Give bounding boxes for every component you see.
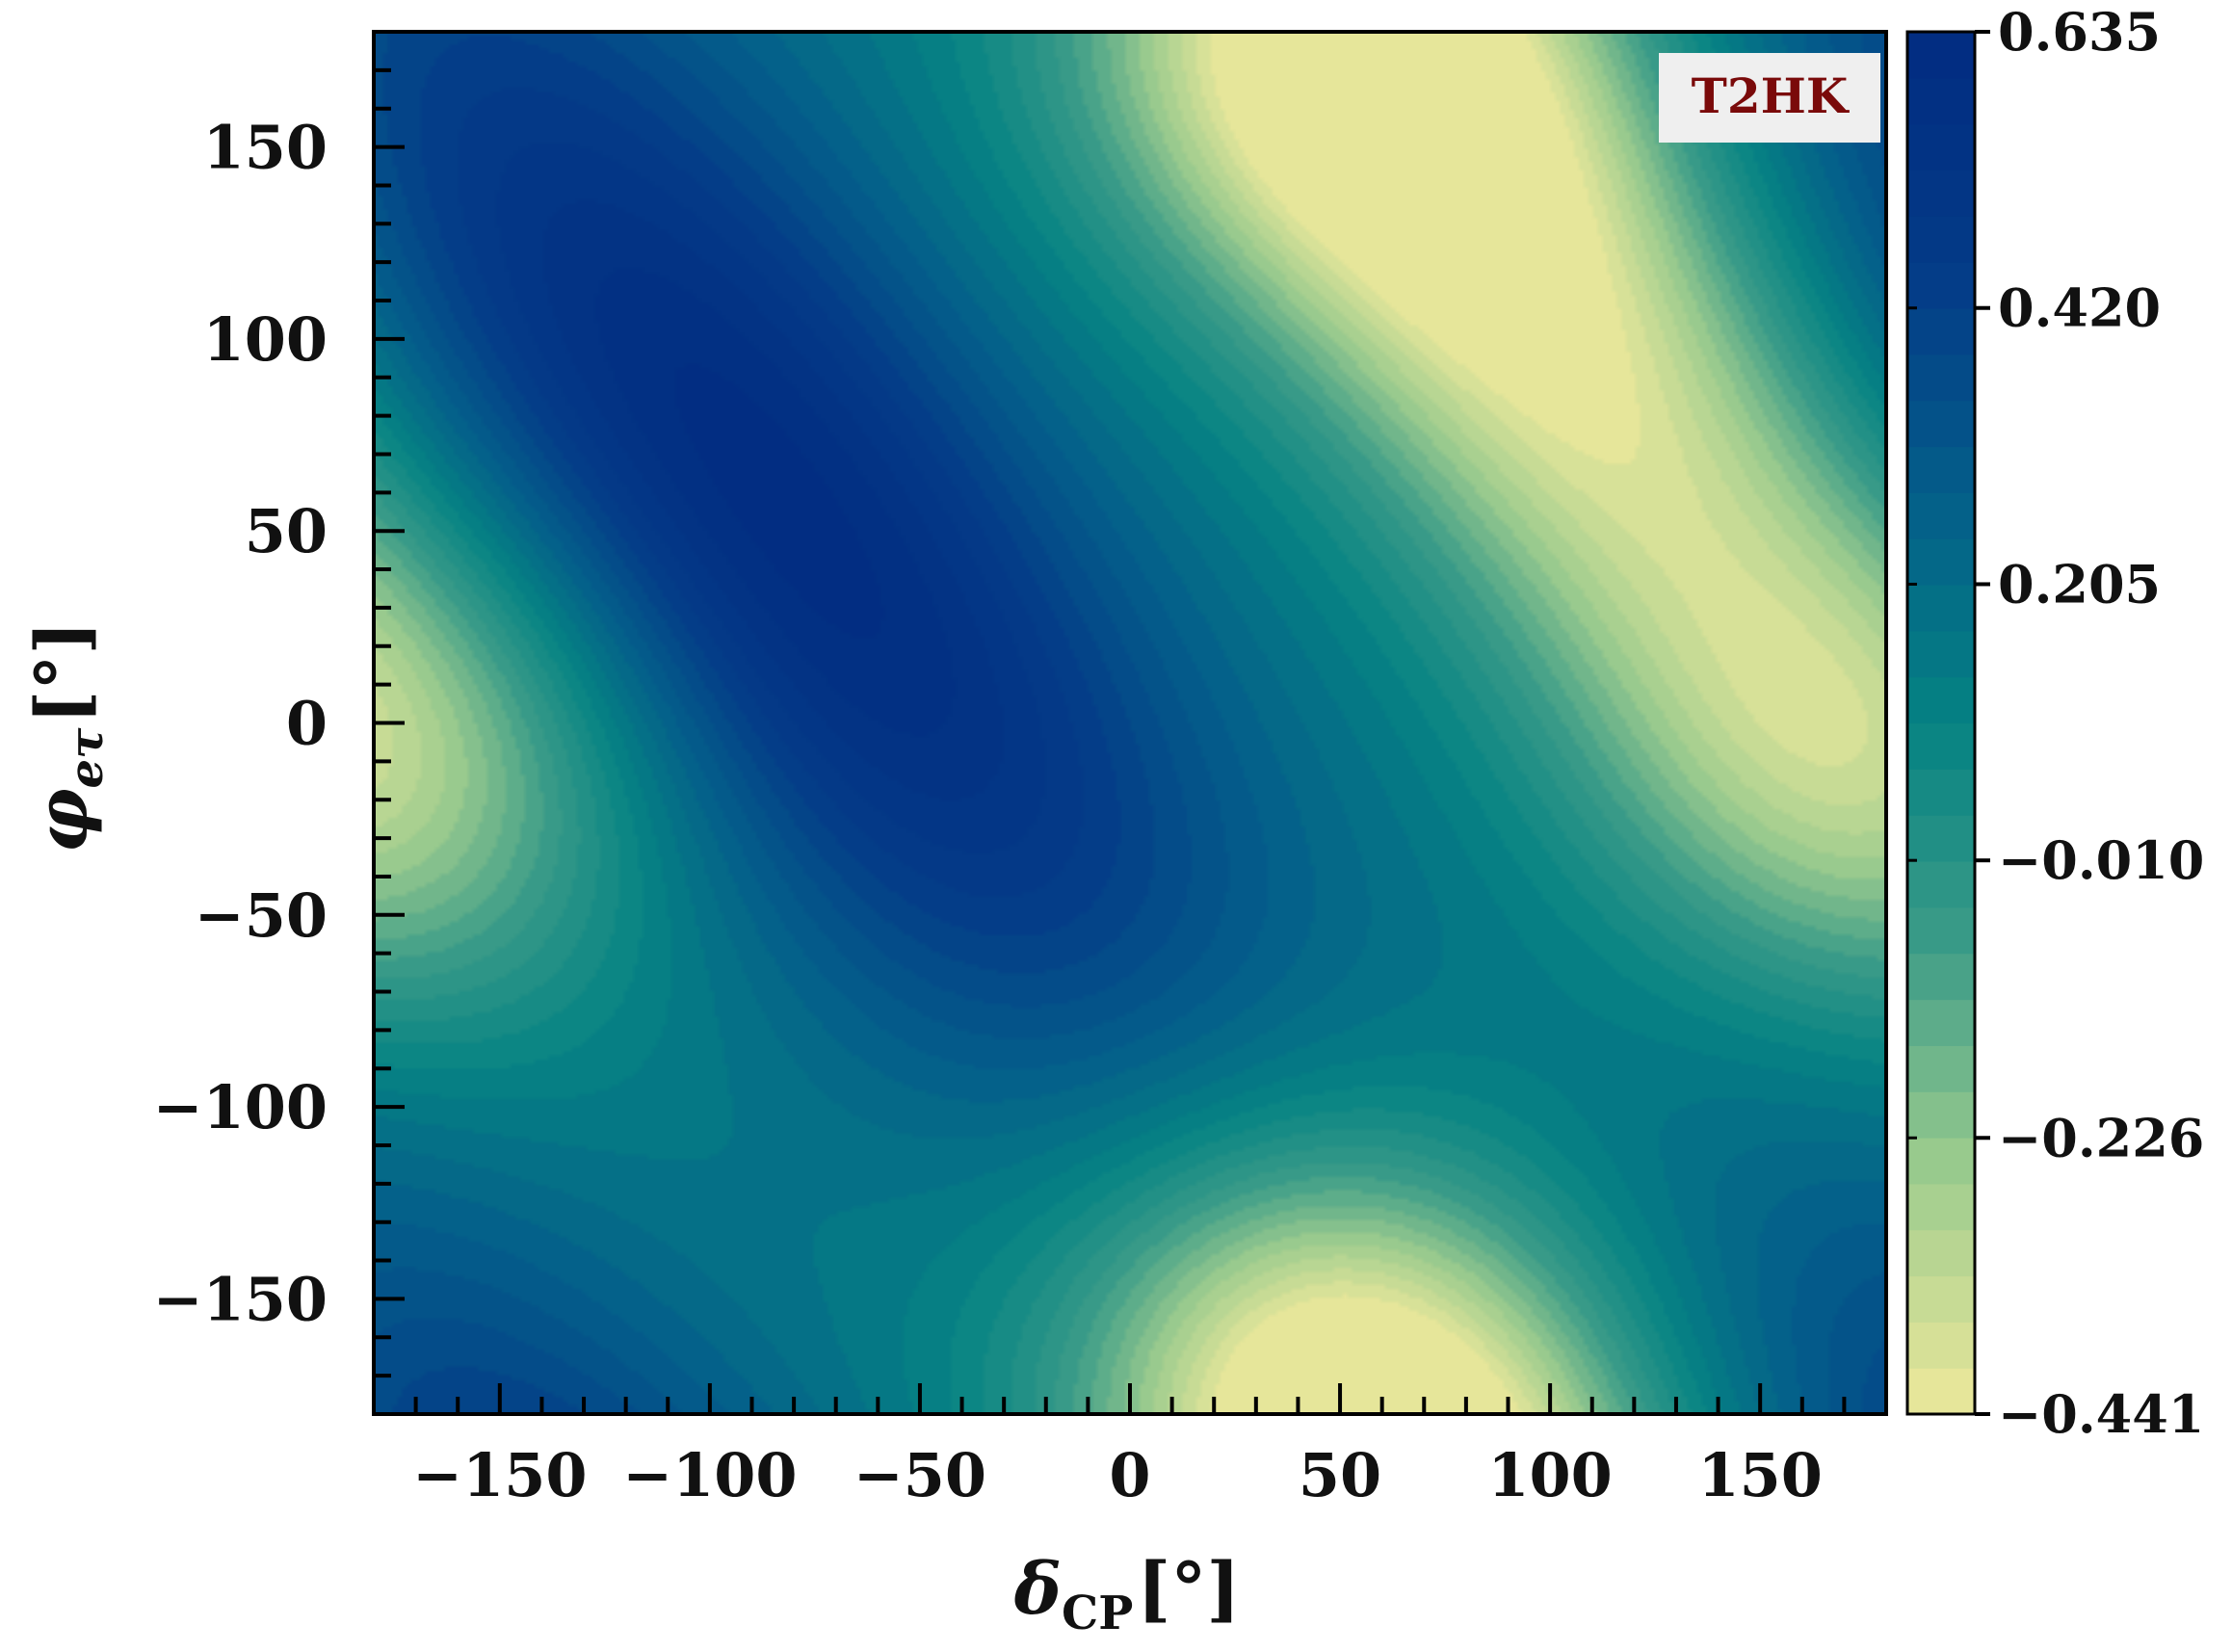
colorbar-band xyxy=(1907,1183,1975,1231)
y-axis-tick-labels: −150 −100 −50 0 50 100 150 xyxy=(153,113,328,1335)
colorbar-band xyxy=(1907,722,1975,770)
colorbar-band xyxy=(1907,1275,1975,1323)
colorbar-tick-label: 0.420 xyxy=(1998,277,2161,339)
y-axis-label-unit: [°] xyxy=(21,621,104,724)
y-tick-label: 50 xyxy=(245,496,328,566)
colorbar-band xyxy=(1907,308,1975,355)
colorbar-band xyxy=(1907,32,1975,79)
colorbar-band xyxy=(1907,446,1975,493)
colorbar-band xyxy=(1907,170,1975,217)
x-tick-label: 50 xyxy=(1299,1440,1381,1510)
colorbar-ticks xyxy=(1907,30,1990,1416)
colorbar-band xyxy=(1907,906,1975,955)
colorbar-band xyxy=(1907,1229,1975,1277)
colorbar-band xyxy=(1907,999,1975,1046)
x-tick-label: −50 xyxy=(853,1440,986,1510)
colorbar-band xyxy=(1907,630,1975,678)
y-tick-label: 0 xyxy=(286,689,328,759)
y-tick-label: −100 xyxy=(153,1072,328,1142)
y-axis-label-main: φ xyxy=(21,788,104,852)
colorbar-band xyxy=(1907,1138,1975,1185)
y-tick-label: 100 xyxy=(203,304,328,375)
x-axis-ticks xyxy=(372,1383,1888,1414)
colorbar-band xyxy=(1907,585,1975,632)
plot-area xyxy=(374,32,1886,1414)
colorbar-tick-label: 0.205 xyxy=(1998,553,2161,615)
colorbar-tick-label: −0.010 xyxy=(1998,829,2204,891)
colorbar-band xyxy=(1907,77,1975,125)
x-axis-label: δCP[°] xyxy=(1013,1548,1241,1640)
colorbar-frame xyxy=(1905,30,1977,1416)
x-axis-label-main: δ xyxy=(1013,1548,1062,1631)
x-axis-label-sub: CP xyxy=(1062,1586,1133,1640)
colorbar-tick-label: −0.441 xyxy=(1998,1383,2204,1445)
colorbar-band xyxy=(1907,123,1975,171)
colorbar-tick-label: −0.226 xyxy=(1998,1107,2204,1168)
heatmap-field xyxy=(374,32,1886,1414)
colorbar-band xyxy=(1907,400,1975,448)
colorbar-band xyxy=(1907,861,1975,908)
annotation-box: T2HK xyxy=(1659,53,1880,143)
colorbar-band xyxy=(1907,1091,1975,1139)
x-axis-tick-labels: −150 −100 −50 0 50 100 150 xyxy=(412,1440,1823,1510)
colorbar-band xyxy=(1907,769,1975,816)
x-tick-label: 150 xyxy=(1697,1440,1822,1510)
x-tick-label: −100 xyxy=(622,1440,797,1510)
colorbar-band xyxy=(1907,953,1975,1001)
y-tick-label: 150 xyxy=(203,113,328,183)
colorbar-band xyxy=(1907,262,1975,309)
x-tick-label: −150 xyxy=(412,1440,587,1510)
colorbar-band xyxy=(1907,492,1975,539)
x-axis-label-unit: [°] xyxy=(1137,1548,1240,1631)
annotation-text: T2HK xyxy=(1692,67,1850,124)
colorbar-band xyxy=(1907,1045,1975,1092)
colorbar-band xyxy=(1907,1368,1975,1415)
colorbar-band xyxy=(1907,354,1975,402)
y-axis-ticks xyxy=(374,30,405,1416)
y-axis-label-sub: eτ xyxy=(60,727,114,789)
colorbar-bands xyxy=(1907,32,1975,1415)
x-tick-label: 0 xyxy=(1109,1440,1150,1510)
colorbar-tick-label: 0.635 xyxy=(1998,1,2161,63)
colorbar-band xyxy=(1907,1322,1975,1369)
x-tick-label: 100 xyxy=(1487,1440,1612,1510)
colorbar-band xyxy=(1907,815,1975,862)
colorbar-tick-labels: 0.635 0.420 0.205 −0.010 −0.226 −0.441 xyxy=(1998,1,2204,1445)
colorbar-band xyxy=(1907,538,1975,586)
colorbar: 0.635 0.420 0.205 −0.010 −0.226 −0.441 xyxy=(1905,1,2204,1445)
y-axis-label: φeτ[°] xyxy=(21,621,114,853)
y-tick-label: −150 xyxy=(153,1264,328,1334)
colorbar-band xyxy=(1907,216,1975,263)
colorbar-band xyxy=(1907,676,1975,724)
y-tick-label: −50 xyxy=(195,880,328,951)
